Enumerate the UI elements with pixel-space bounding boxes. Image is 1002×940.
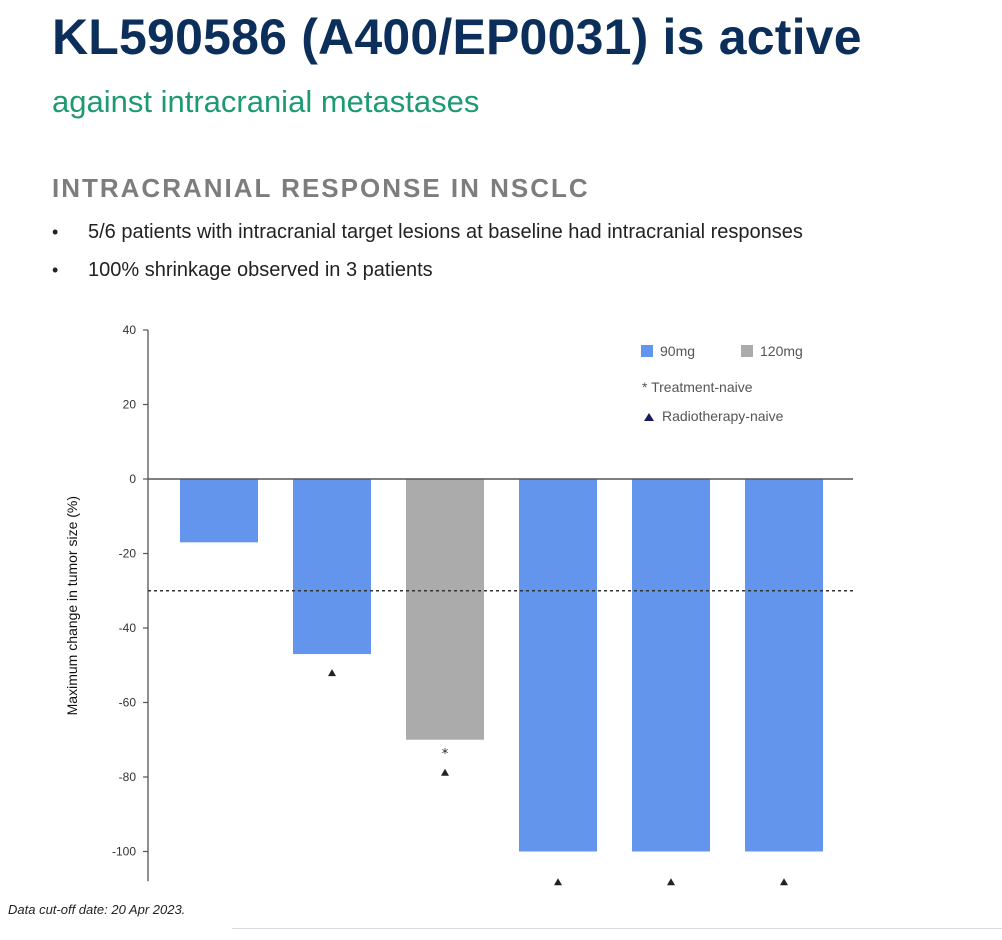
radiotherapy-naive-marker (554, 878, 562, 886)
y-tick-label: -20 (119, 547, 137, 561)
legend-swatch-90mg (641, 345, 653, 357)
slide-subtitle: against intracranial metastases (52, 84, 480, 119)
slide-title: KL590586 (A400/EP0031) is active (52, 9, 862, 65)
bullet-list: 5/6 patients with intracranial target le… (52, 219, 803, 295)
radiotherapy-naive-marker (328, 669, 336, 677)
legend-treatment-naive: * Treatment-naive (642, 379, 753, 395)
bar-patient-6 (745, 479, 823, 852)
y-tick-label: 40 (123, 323, 137, 337)
y-tick-label: 0 (129, 472, 136, 486)
bar-patient-5 (632, 479, 710, 852)
bullet-item: 5/6 patients with intracranial target le… (52, 219, 803, 257)
bottom-divider (232, 928, 1002, 929)
bar-patient-1 (180, 479, 258, 543)
legend-triangle-icon (644, 413, 654, 421)
legend-radiotherapy-naive: Radiotherapy-naive (662, 408, 784, 424)
y-tick-label: -40 (119, 621, 137, 635)
radiotherapy-naive-marker (780, 878, 788, 886)
section-heading: INTRACRANIAL RESPONSE IN NSCLC (52, 173, 590, 203)
legend-label-90mg: 90mg (660, 343, 695, 359)
bullet-item: 100% shrinkage observed in 3 patients (52, 257, 803, 295)
y-axis-title: Maximum change in tumor size (%) (64, 496, 80, 715)
radiotherapy-naive-marker (667, 878, 675, 886)
y-tick-label: -80 (119, 770, 137, 784)
y-tick-label: -100 (112, 845, 136, 859)
bar-patient-4 (519, 479, 597, 852)
radiotherapy-naive-marker (441, 768, 449, 776)
data-cutoff-footnote: Data cut-off date: 20 Apr 2023. (8, 902, 186, 917)
y-tick-label: -60 (119, 696, 137, 710)
legend-swatch-120mg (741, 345, 753, 357)
bar-patient-2 (293, 479, 371, 655)
legend-label-120mg: 120mg (760, 343, 803, 359)
waterfall-chart: 40 20 0 -20 -40 -60 -80 -100 Maximum change in t… (64, 323, 853, 886)
treatment-naive-marker: * (442, 747, 449, 762)
y-tick-label: 20 (123, 398, 137, 412)
bar-patient-3 (406, 479, 484, 740)
